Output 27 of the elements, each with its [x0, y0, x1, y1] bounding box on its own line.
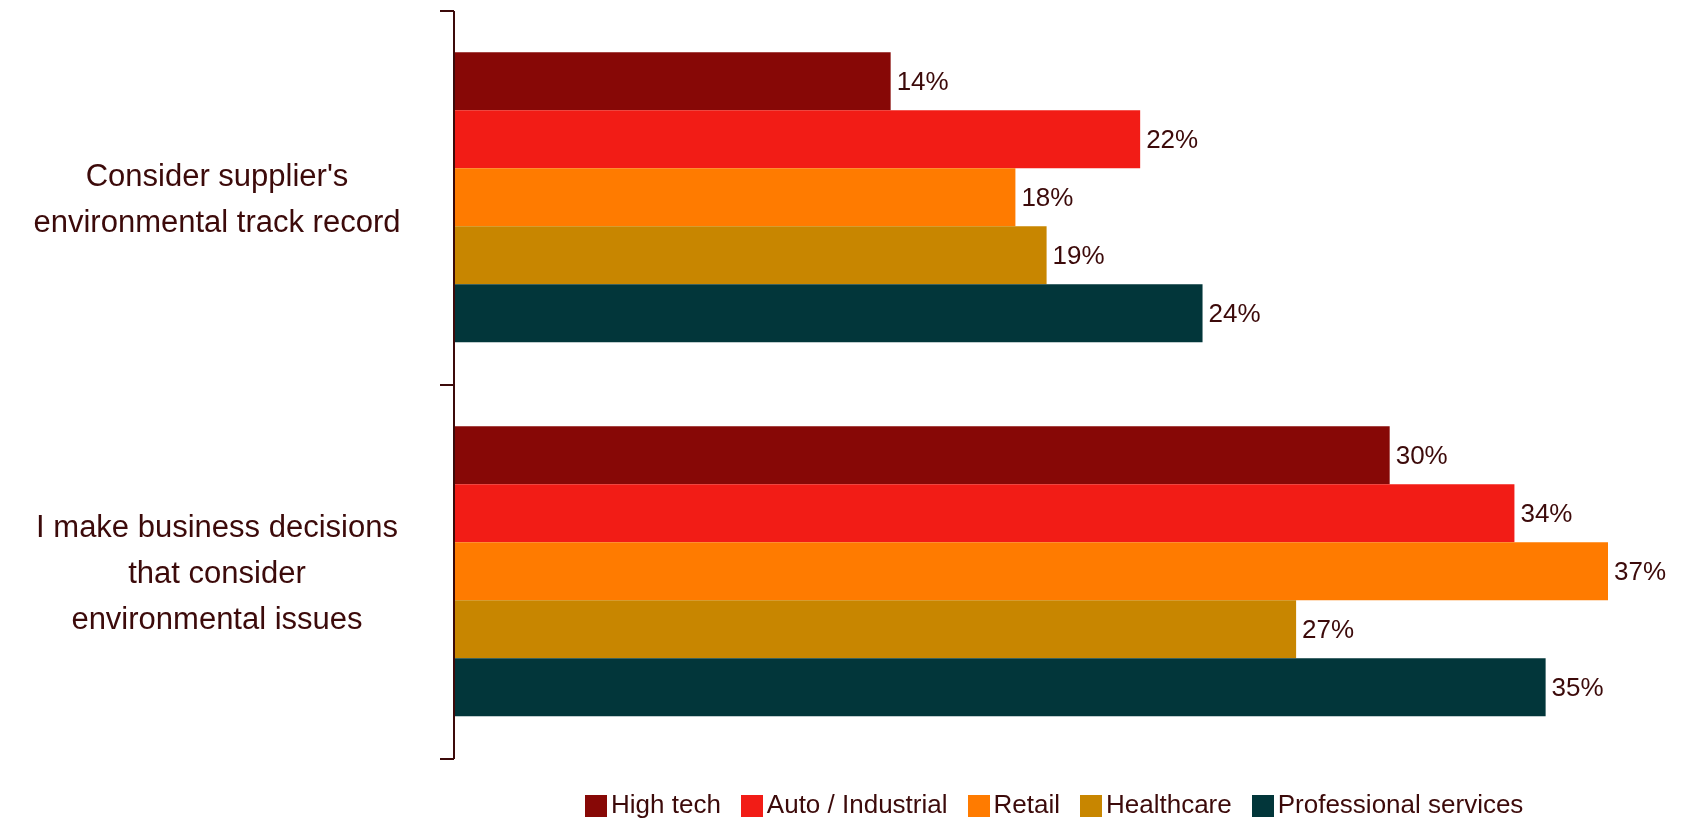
- data-label: 14%: [896, 66, 949, 97]
- y-tick-label: I make business decisions that consider environmental issues: [36, 508, 398, 636]
- legend-label: High tech: [611, 789, 721, 819]
- legend-label: Retail: [993, 789, 1060, 819]
- data-label: 22%: [1146, 124, 1199, 155]
- bar: [454, 226, 1047, 285]
- bar: [454, 484, 1515, 543]
- legend-label: Auto / Industrial: [766, 789, 948, 819]
- bar: [454, 284, 1203, 343]
- bar: [454, 110, 1141, 169]
- data-label: 19%: [1052, 240, 1105, 271]
- bar: [454, 600, 1297, 659]
- legend-label: Healthcare: [1105, 789, 1232, 819]
- y-tick-label: Consider supplier's environmental track record: [33, 157, 401, 239]
- bar: [454, 52, 891, 111]
- data-label: 30%: [1395, 440, 1448, 471]
- data-label: 34%: [1520, 498, 1573, 529]
- data-label: 35%: [1551, 672, 1604, 703]
- bar: [454, 658, 1546, 717]
- data-label: 24%: [1208, 298, 1261, 329]
- bar: [454, 542, 1608, 601]
- legend-label: Professional services: [1277, 789, 1524, 819]
- bar: [454, 426, 1390, 485]
- data-label: 27%: [1302, 614, 1355, 645]
- data-label: 18%: [1021, 182, 1074, 213]
- bar: [454, 168, 1016, 227]
- data-label: 37%: [1614, 556, 1667, 587]
